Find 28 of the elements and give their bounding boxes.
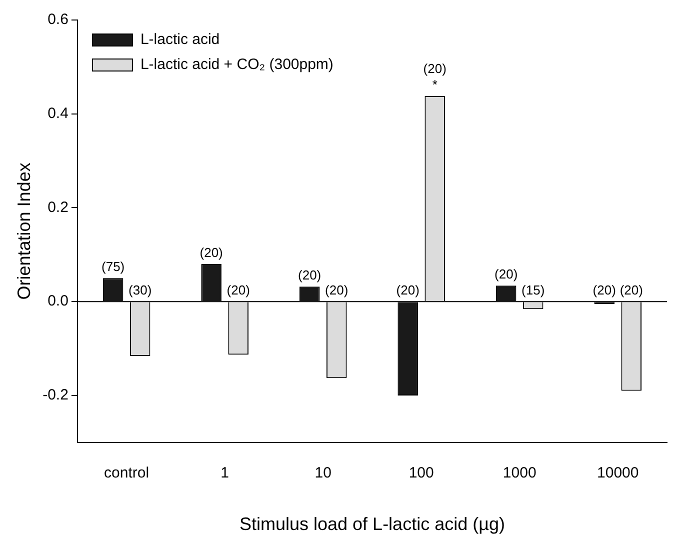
annotation: (15) [522, 282, 545, 298]
y-tick-label: 0.0 [48, 292, 68, 310]
annotation: (20) [298, 268, 322, 283]
y-tick-label: 0.2 [48, 198, 68, 216]
annotation: (30) [128, 282, 152, 298]
legend-label: L-lactic acid + CO₂ (300ppm) [140, 56, 334, 74]
annotation: (20) [494, 266, 518, 282]
x-tick-label: 1000 [502, 464, 536, 482]
y-tick-label: -0.2 [42, 386, 68, 404]
y-axis-title: Orientation Index [14, 162, 34, 300]
annotation: (75) [102, 259, 125, 274]
x-tick-label: 10 [314, 464, 332, 482]
annotation: (20) [325, 282, 348, 298]
annotation: (20) [396, 282, 420, 298]
annotation: (20) [620, 282, 643, 298]
y-tick-label: 0.6 [48, 11, 68, 28]
x-tick-label: control [104, 464, 150, 482]
annotation: (20) [592, 282, 616, 298]
x-axis-title: Stimulus load of L-lactic acid (µg) [239, 514, 505, 534]
annotation: (20) [200, 245, 223, 260]
x-tick-label: 100 [408, 464, 434, 482]
annotation: (20) [226, 282, 250, 298]
annotation: (20) [423, 61, 446, 76]
x-tick-label: 10000 [597, 464, 639, 482]
legend-label: L-lactic acid [140, 31, 220, 48]
x-tick-label: 1 [220, 464, 230, 482]
annotation: * [432, 77, 438, 92]
y-tick-label: 0.4 [48, 105, 68, 122]
